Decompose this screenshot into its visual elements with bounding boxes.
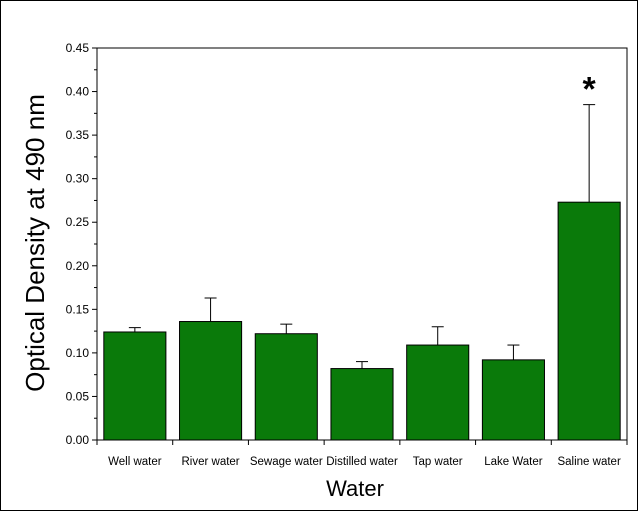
y-tick-label: 0.40 [66, 85, 90, 99]
x-tick-label: Well water [108, 456, 162, 468]
bar [557, 201, 621, 441]
bar [406, 344, 470, 441]
x-tick-label: Lake Water [484, 456, 543, 468]
significance-marker: * [583, 71, 597, 109]
x-axis-title: Water [326, 476, 384, 501]
y-axis-ticks: 0.00 0.05 0.10 0.15 0.20 0.25 0.30 0.35 0.40 0.45 [66, 41, 97, 447]
y-axis-title: Optical Density at 490 nm [20, 94, 50, 392]
y-tick-label: 0.15 [66, 302, 90, 316]
bar [481, 359, 545, 441]
error-bars [128, 104, 596, 369]
x-tick-label: Saline water [557, 456, 620, 468]
bar [103, 331, 167, 441]
x-tick-label: Distilled water [326, 456, 398, 468]
x-tick-label: Sewage water [250, 456, 323, 468]
x-axis-ticks: Well water River water Sewage water Distill… [96, 440, 628, 468]
bars [103, 201, 621, 441]
y-tick-label: 0.30 [66, 172, 90, 186]
y-tick-label: 0.45 [66, 41, 90, 55]
bar [330, 368, 394, 441]
y-tick-label: 0.25 [66, 215, 90, 229]
x-tick-label: Tap water [413, 456, 463, 468]
y-tick-label: 0.05 [66, 389, 90, 403]
y-tick-label: 0.10 [66, 346, 90, 360]
y-tick-label: 0.00 [66, 433, 90, 447]
bar [254, 333, 318, 441]
x-tick-label: River water [181, 456, 239, 468]
y-tick-label: 0.20 [66, 259, 90, 273]
y-tick-label: 0.35 [66, 128, 90, 142]
bar [179, 321, 243, 441]
